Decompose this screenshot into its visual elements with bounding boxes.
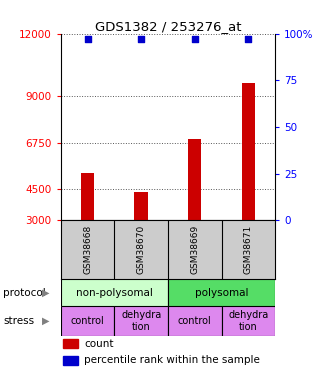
- Bar: [63, 356, 78, 365]
- Text: ▶: ▶: [42, 316, 49, 326]
- Bar: [134, 192, 148, 220]
- Bar: [188, 140, 202, 220]
- Text: count: count: [84, 339, 114, 349]
- Bar: [168, 306, 221, 336]
- Text: percentile rank within the sample: percentile rank within the sample: [84, 356, 260, 366]
- Bar: [221, 306, 275, 336]
- Bar: [63, 339, 78, 348]
- Text: GSM38671: GSM38671: [244, 225, 253, 274]
- Bar: [81, 172, 94, 220]
- Text: protocol: protocol: [3, 288, 46, 298]
- Text: non-polysomal: non-polysomal: [76, 288, 153, 298]
- Text: GSM38668: GSM38668: [83, 225, 92, 274]
- Title: GDS1382 / 253276_at: GDS1382 / 253276_at: [95, 20, 241, 33]
- Bar: [168, 279, 275, 306]
- Bar: [242, 84, 255, 220]
- Bar: [114, 306, 168, 336]
- Text: dehydra
tion: dehydra tion: [228, 310, 268, 332]
- Text: control: control: [178, 316, 212, 326]
- Bar: [61, 306, 114, 336]
- Point: [192, 36, 197, 42]
- Point: [246, 36, 251, 42]
- Bar: [61, 279, 168, 306]
- Point: [139, 36, 144, 42]
- Text: ▶: ▶: [42, 288, 49, 298]
- Text: dehydra
tion: dehydra tion: [121, 310, 161, 332]
- Text: control: control: [71, 316, 104, 326]
- Text: GSM38669: GSM38669: [190, 225, 199, 274]
- Point: [85, 36, 90, 42]
- Text: GSM38670: GSM38670: [137, 225, 146, 274]
- Text: polysomal: polysomal: [195, 288, 248, 298]
- Text: stress: stress: [3, 316, 34, 326]
